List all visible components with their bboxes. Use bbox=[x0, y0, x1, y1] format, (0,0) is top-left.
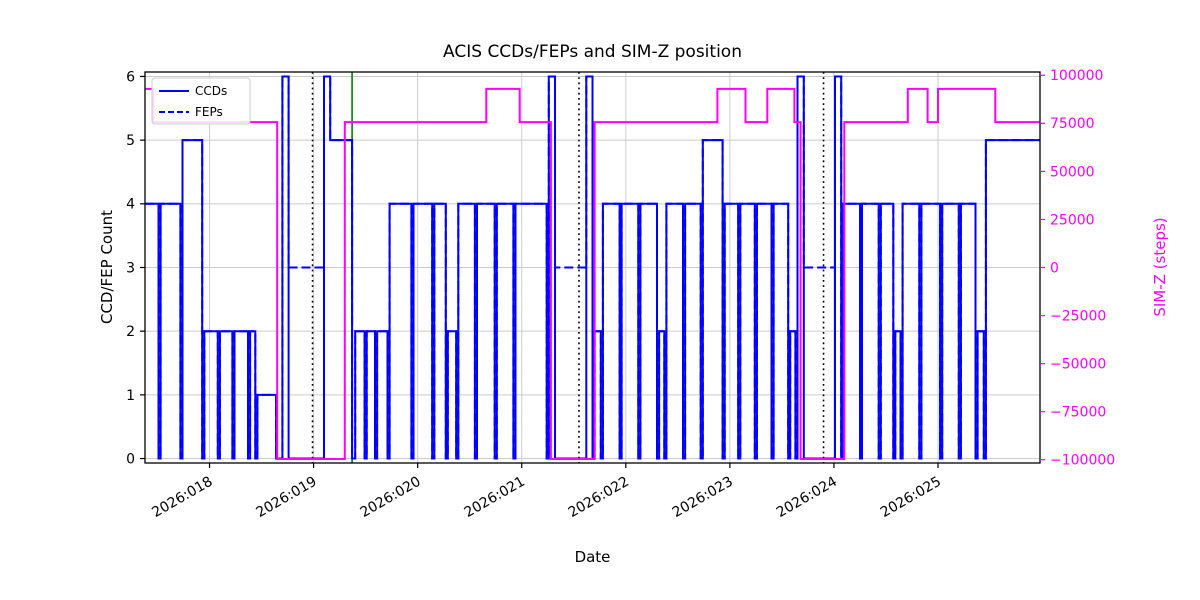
x-axis-label: Date bbox=[574, 548, 611, 566]
x-tick-label: 2026:023 bbox=[670, 474, 736, 521]
legend: CCDs FEPs bbox=[151, 77, 251, 125]
series-feps bbox=[145, 75, 1040, 460]
y-right-tick-label: 25000 bbox=[1050, 212, 1095, 228]
y-right-tick-label: −75000 bbox=[1050, 405, 1106, 421]
y-right-tick-label: 0 bbox=[1050, 260, 1059, 276]
y-left-tick-label: 5 bbox=[126, 133, 135, 149]
y-right-tick-label: −100000 bbox=[1050, 453, 1115, 469]
series-group-sim-z bbox=[145, 87, 1040, 460]
y-left-tick-label: 3 bbox=[126, 260, 135, 276]
y-right-tick-label: 75000 bbox=[1050, 116, 1095, 132]
y-left-tick-label: 0 bbox=[126, 451, 135, 467]
legend-box bbox=[151, 77, 251, 125]
legend-label-ccds: CCDs bbox=[195, 84, 227, 98]
x-tick-label: 2026:019 bbox=[254, 474, 320, 521]
y-right-tick-label: 100000 bbox=[1050, 68, 1103, 84]
y-axis-label-left: CCD/FEP Count bbox=[98, 209, 116, 325]
y-right-tick-label: −50000 bbox=[1050, 357, 1106, 373]
y-left-tick-label: 6 bbox=[126, 69, 135, 85]
x-tick-label: 2026:025 bbox=[878, 474, 944, 521]
x-tick-label: 2026:018 bbox=[149, 474, 215, 521]
y-axis-label-right: SIM-Z (steps) bbox=[1151, 217, 1169, 317]
series-sim-z bbox=[145, 87, 1040, 460]
x-tick-label: 2026:021 bbox=[462, 474, 528, 521]
legend-label-feps: FEPs bbox=[195, 105, 223, 119]
chart-title: ACIS CCDs/FEPs and SIM-Z position bbox=[443, 42, 742, 62]
y-left-tick-label: 2 bbox=[126, 324, 135, 340]
series-group-feps bbox=[145, 75, 1040, 460]
x-tick-label: 2026:024 bbox=[774, 474, 840, 521]
y-right-tick-label: −25000 bbox=[1050, 308, 1106, 324]
x-tick-label: 2026:022 bbox=[566, 474, 632, 521]
y-right-tick-label: 50000 bbox=[1050, 164, 1095, 180]
y-left-tick-label: 4 bbox=[126, 197, 135, 213]
x-tick-label: 2026:020 bbox=[358, 474, 424, 521]
y-left-tick-label: 1 bbox=[126, 388, 135, 404]
